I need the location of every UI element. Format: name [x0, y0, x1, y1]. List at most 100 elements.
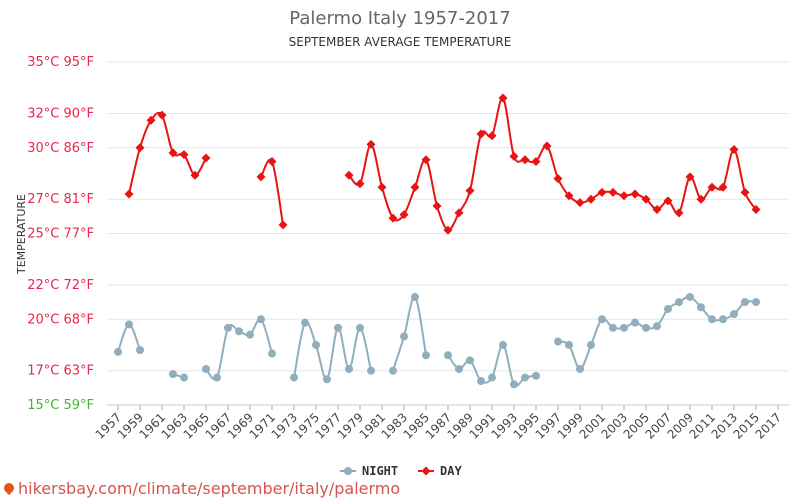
data-point-day[interactable]	[168, 148, 178, 158]
data-point-night[interactable]	[224, 323, 232, 332]
data-point-night[interactable]	[411, 292, 419, 301]
data-point-night[interactable]	[609, 323, 617, 332]
data-point-night[interactable]	[290, 373, 298, 382]
data-point-night[interactable]	[477, 376, 485, 385]
legend[interactable]: NIGHT DAY	[340, 464, 462, 478]
data-point-day[interactable]	[278, 220, 288, 230]
data-point-day[interactable]	[344, 170, 354, 180]
data-point-day[interactable]	[674, 208, 684, 218]
data-point-day[interactable]	[520, 155, 530, 165]
data-point-day[interactable]	[256, 172, 266, 182]
data-point-day[interactable]	[124, 189, 134, 199]
data-point-night[interactable]	[532, 371, 540, 380]
data-point-day[interactable]	[685, 172, 695, 182]
data-point-day[interactable]	[157, 110, 167, 120]
data-point-day[interactable]	[509, 151, 519, 161]
data-point-day[interactable]	[531, 156, 541, 166]
data-point-day[interactable]	[597, 187, 607, 197]
data-point-day[interactable]	[608, 187, 618, 197]
data-point-day[interactable]	[366, 139, 376, 149]
data-point-day[interactable]	[564, 191, 574, 201]
data-point-night[interactable]	[257, 315, 265, 324]
data-point-night[interactable]	[367, 366, 375, 375]
data-point-night[interactable]	[697, 303, 705, 312]
data-point-night[interactable]	[422, 351, 430, 360]
legend-item-night[interactable]: NIGHT	[340, 464, 398, 478]
data-point-night[interactable]	[664, 304, 672, 313]
data-point-day[interactable]	[421, 155, 431, 165]
data-point-day[interactable]	[630, 189, 640, 199]
data-point-night[interactable]	[488, 373, 496, 382]
data-point-night[interactable]	[653, 322, 661, 331]
data-point-day[interactable]	[729, 144, 739, 154]
data-point-day[interactable]	[476, 129, 486, 139]
data-point-night[interactable]	[598, 315, 606, 324]
data-point-day[interactable]	[146, 115, 156, 125]
data-point-day[interactable]	[377, 182, 387, 192]
data-point-night[interactable]	[180, 373, 188, 382]
data-point-day[interactable]	[388, 213, 398, 223]
data-point-day[interactable]	[135, 143, 145, 153]
legend-item-day[interactable]: DAY	[418, 464, 462, 478]
data-point-night[interactable]	[576, 364, 584, 373]
data-point-night[interactable]	[455, 364, 463, 373]
data-point-day[interactable]	[179, 150, 189, 160]
data-point-night[interactable]	[510, 380, 518, 389]
data-point-night[interactable]	[675, 298, 683, 307]
data-point-day[interactable]	[267, 156, 277, 166]
data-point-night[interactable]	[444, 351, 452, 360]
data-point-day[interactable]	[487, 131, 497, 141]
data-point-night[interactable]	[499, 340, 507, 349]
data-point-day[interactable]	[355, 179, 365, 189]
data-point-night[interactable]	[312, 340, 320, 349]
data-point-day[interactable]	[663, 196, 673, 206]
data-point-night[interactable]	[169, 370, 177, 379]
data-point-day[interactable]	[465, 186, 475, 196]
data-point-day[interactable]	[553, 174, 563, 184]
data-point-night[interactable]	[565, 340, 573, 349]
data-point-night[interactable]	[301, 318, 309, 327]
data-point-night[interactable]	[389, 366, 397, 375]
data-point-day[interactable]	[740, 187, 750, 197]
data-point-night[interactable]	[730, 310, 738, 319]
data-point-night[interactable]	[752, 298, 760, 307]
data-point-day[interactable]	[454, 208, 464, 218]
data-point-night[interactable]	[620, 323, 628, 332]
data-point-night[interactable]	[345, 364, 353, 373]
data-point-night[interactable]	[719, 315, 727, 324]
site-credit[interactable]: hikersbay.com/climate/september/italy/pa…	[1, 479, 400, 498]
data-point-night[interactable]	[213, 373, 221, 382]
data-point-night[interactable]	[334, 323, 342, 332]
data-point-day[interactable]	[718, 182, 728, 192]
data-point-night[interactable]	[323, 375, 331, 384]
data-point-day[interactable]	[201, 153, 211, 163]
data-point-night[interactable]	[246, 330, 254, 339]
data-point-day[interactable]	[575, 198, 585, 208]
data-point-night[interactable]	[235, 327, 243, 336]
data-point-night[interactable]	[125, 320, 133, 329]
data-point-day[interactable]	[619, 191, 629, 201]
data-point-day[interactable]	[443, 225, 453, 235]
data-point-day[interactable]	[641, 194, 651, 204]
data-point-night[interactable]	[741, 298, 749, 307]
data-point-night[interactable]	[400, 332, 408, 341]
data-point-day[interactable]	[696, 194, 706, 204]
data-point-day[interactable]	[498, 93, 508, 103]
data-point-night[interactable]	[631, 318, 639, 327]
data-point-night[interactable]	[268, 349, 276, 358]
data-point-day[interactable]	[399, 210, 409, 220]
data-point-night[interactable]	[466, 356, 474, 365]
data-point-night[interactable]	[642, 323, 650, 332]
data-point-night[interactable]	[356, 323, 364, 332]
data-point-day[interactable]	[586, 194, 596, 204]
data-point-night[interactable]	[202, 364, 210, 373]
data-point-day[interactable]	[751, 204, 761, 214]
data-point-night[interactable]	[114, 347, 122, 356]
data-point-day[interactable]	[190, 170, 200, 180]
data-point-day[interactable]	[432, 201, 442, 211]
data-point-day[interactable]	[707, 182, 717, 192]
data-point-night[interactable]	[554, 337, 562, 346]
data-point-night[interactable]	[708, 315, 716, 324]
data-point-night[interactable]	[587, 340, 595, 349]
data-point-day[interactable]	[652, 204, 662, 214]
